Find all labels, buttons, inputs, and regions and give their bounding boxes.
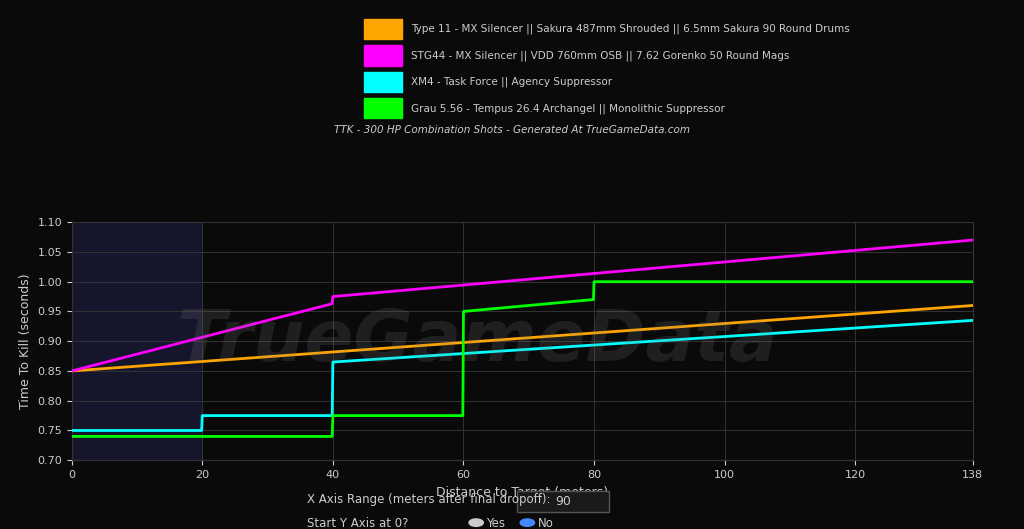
Text: 90: 90 [555, 495, 571, 508]
Text: Start Y Axis at 0?: Start Y Axis at 0? [307, 517, 409, 529]
Text: STG44 - MX Silencer || VDD 760mm OSB || 7.62 Gorenko 50 Round Mags: STG44 - MX Silencer || VDD 760mm OSB || … [411, 50, 790, 61]
Text: Grau 5.56 - Tempus 26.4 Archangel || Monolithic Suppressor: Grau 5.56 - Tempus 26.4 Archangel || Mon… [411, 103, 725, 114]
Text: X Axis Range (meters after final dropoff):: X Axis Range (meters after final dropoff… [307, 494, 551, 506]
Bar [72, 222, 203, 460]
Y-axis label: Time To Kill (seconds): Time To Kill (seconds) [18, 273, 32, 409]
Text: Type 11 - MX Silencer || Sakura 487mm Shrouded || 6.5mm Sakura 90 Round Drums: Type 11 - MX Silencer || Sakura 487mm Sh… [411, 24, 849, 34]
Text: Yes: Yes [486, 517, 506, 529]
X-axis label: Distance to Target (meters): Distance to Target (meters) [436, 486, 608, 498]
Text: TTK - 300 HP Combination Shots - Generated At TrueGameData.com: TTK - 300 HP Combination Shots - Generat… [334, 125, 690, 134]
Text: No: No [538, 517, 554, 529]
Text: XM4 - Task Force || Agency Suppressor: XM4 - Task Force || Agency Suppressor [411, 77, 611, 87]
Text: TrueGameData: TrueGameData [176, 307, 778, 376]
